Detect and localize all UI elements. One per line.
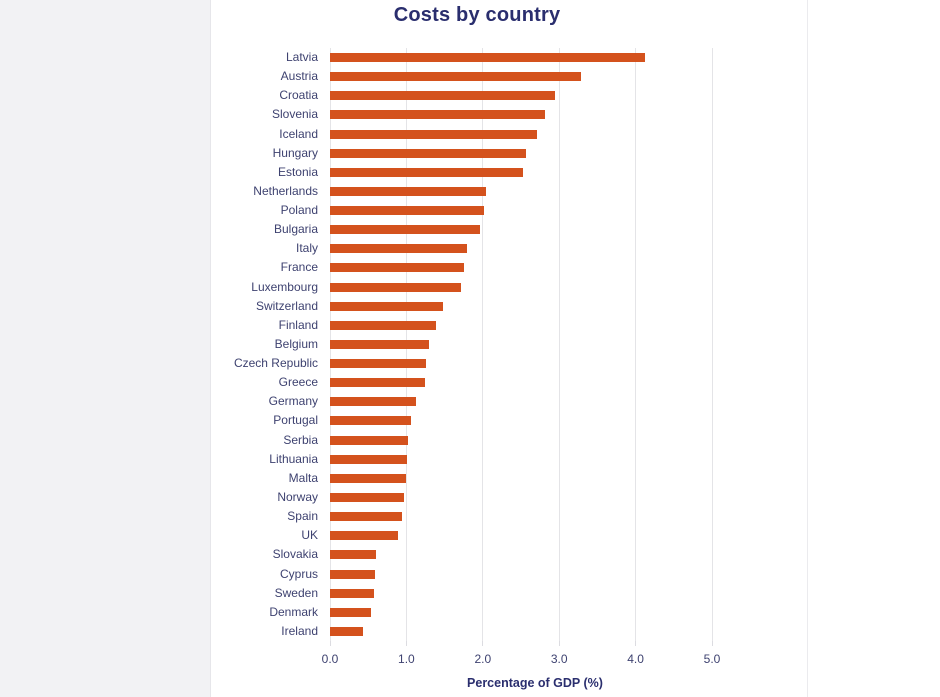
country-label: Sweden	[274, 585, 318, 600]
country-label: Finland	[278, 317, 318, 332]
bar	[330, 301, 444, 311]
axis-tick	[482, 641, 484, 646]
bar	[330, 397, 417, 407]
axis-tick	[711, 641, 713, 646]
x-tick-label: 4.0	[627, 652, 644, 666]
panel-right-edge	[807, 0, 808, 697]
country-label: Poland	[280, 203, 318, 218]
bar	[330, 53, 645, 62]
country-label: Portugal	[273, 413, 318, 428]
bar	[330, 416, 411, 426]
bar	[330, 378, 425, 388]
bar	[330, 72, 581, 82]
gridline	[711, 48, 713, 641]
bar	[330, 435, 408, 445]
chart-title: Costs by country	[393, 4, 561, 26]
country-label: Netherlands	[253, 183, 318, 198]
bar	[330, 206, 485, 216]
x-tick-label: 5.0	[703, 652, 721, 666]
country-label: Greece	[278, 375, 318, 390]
bar	[330, 531, 398, 541]
axis-tick	[558, 641, 560, 646]
country-label: UK	[301, 528, 318, 543]
country-label: Germany	[268, 394, 318, 409]
axis-tick	[635, 641, 637, 646]
bar	[330, 225, 480, 235]
country-label: Latvia	[285, 50, 318, 64]
country-label: Hungary	[272, 145, 318, 160]
bar	[330, 626, 363, 636]
bar	[330, 244, 467, 254]
bar	[330, 359, 427, 369]
country-label: Belgium	[274, 336, 318, 351]
bar	[330, 512, 402, 522]
country-label: Slovakia	[272, 547, 318, 562]
bar	[330, 148, 526, 158]
country-label: Lithuania	[269, 451, 318, 466]
country-label: Slovenia	[271, 107, 318, 122]
gridline	[635, 48, 637, 641]
gridline	[482, 48, 484, 641]
bar	[330, 263, 464, 273]
country-label: Serbia	[283, 432, 318, 447]
bar	[330, 607, 371, 617]
x-tick-label: 2.0	[474, 652, 492, 666]
country-label: Austria	[280, 69, 318, 84]
bar	[330, 454, 408, 464]
bar	[330, 282, 462, 292]
bar	[330, 91, 556, 101]
bar	[330, 186, 486, 196]
bar	[330, 320, 437, 330]
bar	[330, 569, 376, 579]
bar	[330, 167, 524, 177]
country-label: Norway	[277, 489, 318, 504]
axis-tick	[329, 641, 331, 646]
country-label: France	[280, 260, 318, 275]
country-label: Bulgaria	[273, 222, 318, 237]
bar	[330, 550, 376, 560]
x-tick-label: 0.0	[321, 652, 339, 666]
left-margin-band	[0, 0, 211, 697]
country-label: Denmark	[269, 604, 318, 619]
country-label: Luxembourg	[251, 279, 318, 294]
bar	[330, 588, 375, 598]
bar	[330, 473, 407, 483]
country-label: Ireland	[281, 623, 318, 638]
country-label: Spain	[287, 509, 318, 524]
country-label: Croatia	[279, 88, 318, 103]
country-label: Switzerland	[255, 298, 318, 313]
bar	[330, 110, 545, 120]
axis-tick	[405, 641, 407, 646]
bar	[330, 339, 429, 349]
country-label: Czech Republic	[233, 356, 318, 371]
bar	[330, 129, 537, 139]
bar	[330, 492, 405, 502]
country-label: Cyprus	[279, 566, 318, 581]
country-label: Malta	[288, 470, 318, 485]
x-tick-label: 3.0	[550, 652, 568, 666]
country-label: Estonia	[277, 164, 318, 179]
x-tick-label: 1.0	[398, 652, 415, 666]
x-axis-title: Percentage of GDP (%)	[467, 676, 603, 690]
country-label: Iceland	[279, 126, 318, 141]
gridline	[558, 48, 560, 641]
country-label: Italy	[295, 241, 318, 256]
